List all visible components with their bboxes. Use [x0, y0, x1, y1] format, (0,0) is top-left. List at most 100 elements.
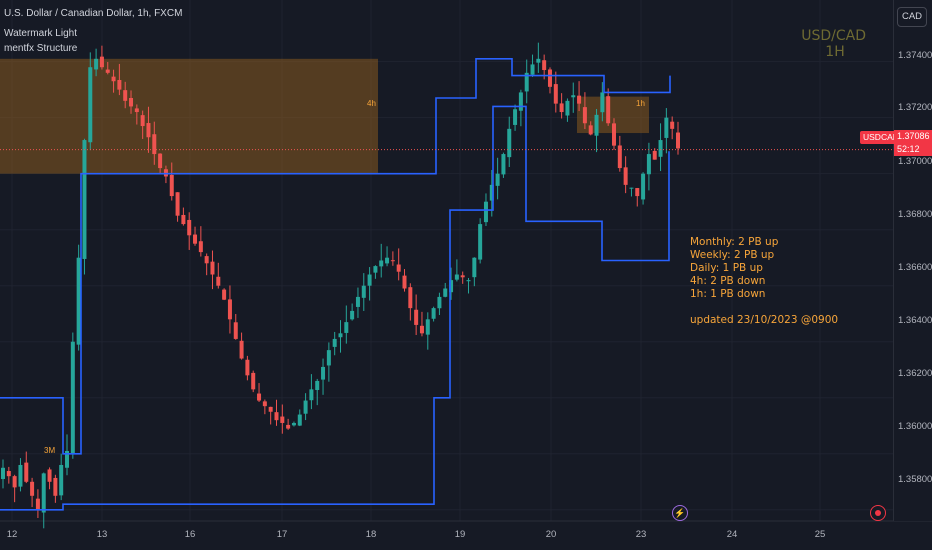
note-1h: 1h: 1 PB down [690, 288, 766, 300]
y-tick: 1.36000 [898, 421, 932, 432]
candle-body [76, 257, 81, 345]
candle-body [611, 123, 616, 146]
candle-body [30, 481, 35, 496]
candle-body [239, 340, 244, 359]
note-monthly: Monthly: 2 PB up [690, 236, 779, 248]
candle-body [303, 400, 308, 414]
last-price-tag: 1.37086 [894, 130, 932, 143]
candle-body [635, 188, 640, 197]
candle-body [65, 450, 70, 468]
candle-body [41, 473, 46, 513]
candle-body [664, 117, 669, 138]
candle-body [652, 150, 657, 160]
candle-body [187, 219, 192, 236]
candle-body [326, 350, 331, 366]
zone-label-1h: 1h [636, 99, 645, 108]
candle-body [222, 289, 227, 300]
candle-body [582, 107, 587, 124]
candle-body [547, 69, 552, 87]
candle-body [315, 380, 320, 391]
currency-button[interactable]: CAD [897, 7, 927, 27]
x-tick: 13 [96, 529, 108, 540]
candle-body [402, 275, 407, 289]
candle-body [233, 322, 238, 339]
candle-body [251, 372, 256, 390]
indicator-structure-label[interactable]: mentfx Structure [4, 43, 78, 54]
candle-body [82, 140, 87, 259]
zone-4h [0, 58, 378, 174]
candle-body [373, 266, 378, 273]
watermark-symbol: USD/CAD [801, 28, 866, 44]
candle-body [338, 333, 343, 338]
candle-body [460, 275, 465, 278]
candle-body [6, 471, 11, 477]
price-axis[interactable] [893, 0, 932, 521]
candle-body [262, 401, 267, 407]
candle-body [559, 103, 564, 113]
candle-body [344, 322, 349, 333]
candle-body [617, 145, 622, 169]
indicator-watermark-label[interactable]: Watermark Light [4, 28, 77, 39]
y-tick: 1.36600 [898, 262, 932, 273]
candle-body [274, 412, 279, 421]
x-tick: 25 [814, 529, 826, 540]
candle-body [408, 287, 413, 309]
candle-body [553, 84, 558, 104]
candle-body [646, 154, 651, 175]
lightning-icon[interactable]: ⚡ [672, 505, 688, 521]
candle-body [536, 58, 541, 63]
candle-body [227, 299, 232, 320]
y-tick: 1.37400 [898, 50, 932, 61]
note-daily: Daily: 1 PB up [690, 262, 763, 274]
candle-body [565, 100, 570, 116]
candle-body [117, 79, 122, 90]
candle-body [111, 76, 116, 82]
candle-body [594, 114, 599, 136]
bar-countdown-tag: 52:12 [894, 143, 932, 156]
y-tick: 1.36800 [898, 209, 932, 220]
candle-body [210, 261, 215, 275]
candle-body [53, 477, 58, 496]
economic-event-icon[interactable] [870, 505, 886, 521]
symbol-price-tag: USDCAD [860, 131, 902, 144]
candle-body [94, 58, 99, 70]
candle-body [181, 214, 186, 225]
chart-title[interactable]: U.S. Dollar / Canadian Dollar, 1h, FXCM [4, 8, 183, 19]
candle-body [466, 280, 471, 282]
x-tick: 24 [726, 529, 738, 540]
candle-body [518, 92, 523, 111]
candle-body [163, 169, 168, 177]
candle-body [18, 464, 23, 487]
candle-body [99, 56, 104, 68]
candle-body [59, 464, 64, 496]
candle-body [35, 498, 40, 510]
candle-body [169, 174, 174, 197]
candle-body [361, 285, 366, 298]
candle-body [478, 224, 483, 260]
candle-body [571, 95, 576, 98]
watermark-timeframe: 1H [825, 44, 845, 60]
candle-body [658, 140, 663, 157]
candle-body [12, 476, 17, 488]
candle-body [70, 341, 75, 454]
candle-body [600, 92, 605, 113]
candle-body [419, 325, 424, 334]
candle-body [257, 393, 262, 401]
candle-body [385, 257, 390, 264]
candle-body [530, 64, 535, 75]
candle-body [396, 264, 401, 272]
note-updated: updated 23/10/2023 @0900 [690, 314, 839, 326]
candle-body [1, 467, 5, 479]
candle-body [606, 96, 611, 124]
candle-body [129, 97, 134, 107]
candle-body [623, 167, 628, 185]
candle-body [501, 154, 506, 175]
candle-body [483, 201, 488, 223]
x-tick: 17 [276, 529, 288, 540]
candle-body [204, 256, 209, 264]
candle-body [449, 280, 454, 293]
x-tick: 12 [6, 529, 18, 540]
candle-body [332, 338, 337, 347]
candle-body [175, 192, 180, 216]
